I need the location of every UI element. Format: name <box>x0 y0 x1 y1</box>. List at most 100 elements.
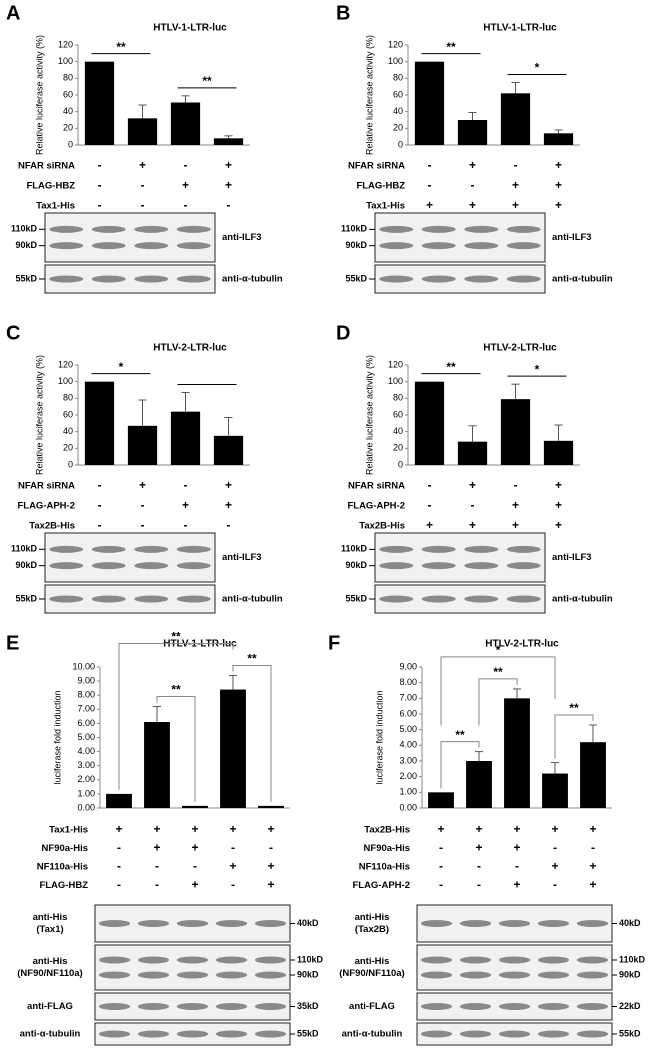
blot-band <box>137 1030 170 1038</box>
condition-sign: + <box>512 498 519 512</box>
condition-sign: + <box>182 178 189 192</box>
error-bar <box>554 129 563 134</box>
blot-band <box>459 1030 492 1038</box>
y-tick-label: 60 <box>63 89 73 99</box>
y-axis-label: luciferase fold induction <box>374 690 384 784</box>
y-tick-label: 5.00 <box>77 732 95 742</box>
condition-sign: - <box>117 878 121 892</box>
condition-sign: + <box>153 841 160 855</box>
bar <box>170 411 201 465</box>
blot-band <box>98 920 131 927</box>
bar <box>127 118 158 145</box>
y-tick-label: 80 <box>63 393 73 403</box>
y-tick-label: 9.00 <box>399 661 417 671</box>
marker-label: 110kD <box>11 544 38 554</box>
blot-band <box>176 275 211 283</box>
marker-label: 90kD <box>297 969 319 979</box>
condition-label: NF110a-His <box>359 862 410 873</box>
blot-band <box>98 956 131 964</box>
antibody-label: anti-α-tubulin <box>552 274 613 285</box>
antibody-label: anti-α-tubulin <box>20 1029 81 1040</box>
marker-label: 22kD <box>619 1001 641 1011</box>
condition-sign: + <box>551 822 558 836</box>
blot-band <box>91 595 126 603</box>
blot-band <box>91 225 126 233</box>
condition-sign: - <box>141 198 145 212</box>
blot-band <box>464 595 499 603</box>
bar <box>258 805 284 808</box>
blot-band <box>498 1030 531 1038</box>
blot-band <box>379 545 414 553</box>
condition-sign: - <box>98 198 102 212</box>
condition-sign: + <box>475 822 482 836</box>
condition-sign: - <box>514 478 518 492</box>
bar <box>220 689 246 808</box>
bar <box>84 381 115 465</box>
error-bar <box>475 751 483 761</box>
y-tick-label: 80 <box>393 73 403 83</box>
bar <box>213 138 244 145</box>
condition-sign: + <box>426 518 433 532</box>
condition-sign: - <box>439 878 443 892</box>
condition-sign: + <box>469 518 476 532</box>
antibody-label: anti-ILF3 <box>552 552 592 563</box>
bar <box>542 773 568 808</box>
blot-band <box>537 1030 570 1038</box>
marker-label: 90kD <box>345 240 367 250</box>
y-tick-label: 40 <box>393 106 403 116</box>
blot-band <box>137 971 170 979</box>
blot-band <box>420 956 453 964</box>
blot-band <box>464 545 499 553</box>
error-bar <box>153 705 161 722</box>
antibody-label: anti-α-tubulin <box>342 1029 403 1040</box>
condition-sign: - <box>471 178 475 192</box>
blot-band <box>134 242 169 250</box>
error-bar <box>468 112 477 120</box>
blot-band <box>49 242 84 250</box>
condition-sign: + <box>469 158 476 172</box>
y-tick-label: 20 <box>393 443 403 453</box>
condition-sign: - <box>98 178 102 192</box>
condition-sign: - <box>515 859 519 873</box>
y-tick-label: 0 <box>68 139 73 149</box>
blot-band <box>134 562 169 570</box>
antibody-label: anti-His <box>355 912 390 923</box>
y-tick-label: 0 <box>68 459 73 469</box>
condition-sign: - <box>98 498 102 512</box>
condition-sign: + <box>229 859 236 873</box>
condition-sign: + <box>469 198 476 212</box>
y-tick-label: 40 <box>63 106 73 116</box>
blot-band <box>459 971 492 979</box>
blot-band <box>421 275 456 283</box>
marker-label: 55kD <box>15 593 37 603</box>
y-tick-label: 120 <box>388 359 403 369</box>
y-tick-label: 0 <box>398 139 403 149</box>
y-tick-label: 3.00 <box>77 760 95 770</box>
y-tick-label: 6.00 <box>77 718 95 728</box>
condition-sign: - <box>141 178 145 192</box>
blot-band <box>537 971 570 979</box>
marker-label: 110kD <box>11 224 38 234</box>
significance: ** <box>247 652 257 666</box>
blot-image <box>94 944 291 991</box>
bar <box>580 742 606 808</box>
antibody-label: (NF90/NF110a) <box>17 968 82 979</box>
blot-band <box>421 225 456 233</box>
condition-sign: + <box>267 859 274 873</box>
condition-sign: + <box>229 822 236 836</box>
marker-label: 90kD <box>15 560 37 570</box>
condition-sign: + <box>437 822 444 836</box>
y-tick-label: 0.00 <box>77 802 95 812</box>
condition-sign: - <box>98 158 102 172</box>
condition-sign: + <box>153 822 160 836</box>
y-tick-label: 8.00 <box>77 690 95 700</box>
condition-sign: - <box>269 841 273 855</box>
panel: C HTLV-2-LTR-luc Relative luciferase activ… <box>6 322 283 614</box>
chart-title: HTLV-2-LTR-luc <box>485 639 559 650</box>
condition-sign: + <box>225 498 232 512</box>
condition-sign: + <box>469 478 476 492</box>
marker-label: 55kD <box>345 273 367 283</box>
condition-label: Tax1-His <box>49 825 88 836</box>
significance: ** <box>493 665 503 679</box>
